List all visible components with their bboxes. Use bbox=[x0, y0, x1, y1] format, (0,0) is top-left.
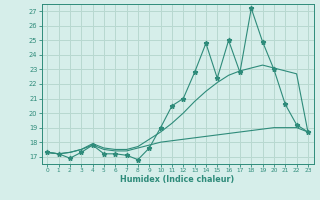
X-axis label: Humidex (Indice chaleur): Humidex (Indice chaleur) bbox=[120, 175, 235, 184]
